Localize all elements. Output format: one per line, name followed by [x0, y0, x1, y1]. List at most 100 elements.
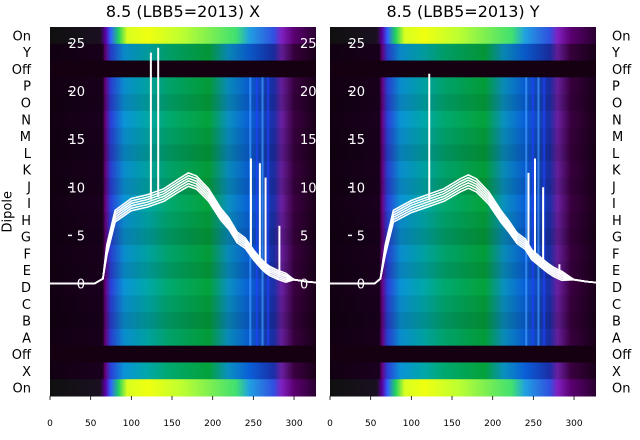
x-tick-label: 150 — [163, 419, 180, 429]
overlay-tick-label: 15 — [348, 133, 365, 148]
row-shade — [330, 245, 596, 263]
row-tick-label: N — [612, 113, 622, 128]
row-tick-label: J — [611, 180, 616, 195]
row-tick-label: B — [22, 315, 31, 330]
heatmap-row — [50, 27, 316, 45]
heatmap-row — [330, 110, 596, 129]
row-tick-label: K — [612, 164, 621, 179]
row-tick-label: H — [21, 214, 31, 229]
overlay-tick-label-right: 0 — [300, 278, 308, 293]
row-tick-label: Off — [12, 348, 32, 363]
heatmap-streak — [537, 77, 540, 346]
row-tick-label: I — [27, 197, 31, 212]
row-shade — [330, 43, 596, 62]
row-tick-label: I — [612, 197, 616, 212]
overlay-tick-label: 25 — [68, 37, 85, 52]
row-tick-label: Off — [612, 348, 632, 363]
heatmap-row — [330, 144, 596, 162]
panel-title-x: 8.5 (LBB5=2013) X — [105, 2, 261, 21]
panel-title-y: 8.5 (LBB5=2013) Y — [386, 2, 540, 21]
row-shade — [330, 211, 596, 229]
row-tick-label: X — [612, 365, 621, 380]
row-shade — [50, 94, 316, 112]
row-tick-label: Off — [612, 63, 632, 78]
row-shade — [50, 312, 316, 330]
row-shade — [50, 77, 316, 95]
heatmap-row — [330, 60, 596, 78]
row-tick-label: X — [22, 365, 31, 380]
heatmap-row — [330, 362, 596, 380]
heatmap-row — [50, 60, 316, 78]
heatmap-row — [330, 228, 596, 246]
row-tick-label: E — [23, 264, 31, 279]
row-tick-label: C — [612, 298, 621, 313]
row-shade — [50, 279, 316, 296]
row-tick-label: Y — [611, 46, 620, 61]
overlay-tick-label: 10 — [68, 181, 85, 196]
row-tick-label: F — [612, 247, 619, 262]
row-shade — [330, 228, 596, 246]
overlay-tick-label: 0 — [77, 278, 85, 293]
heatmap-row — [330, 379, 596, 397]
row-tick-label: O — [21, 96, 31, 111]
row-shade — [330, 295, 596, 313]
row-shade — [330, 177, 596, 196]
row-tick-label: J — [26, 180, 31, 195]
row-shade — [330, 279, 596, 296]
row-shade — [50, 43, 316, 62]
heatmap-row — [330, 295, 596, 313]
heatmap-row — [330, 27, 596, 45]
row-tick-label: L — [24, 147, 32, 162]
row-tick-label: Off — [12, 63, 32, 78]
overlay-tick-label: 15 — [68, 133, 85, 148]
heatmap-row — [330, 127, 596, 145]
overlay-tick-label-right: 15 — [300, 133, 317, 148]
x-tick-label: 150 — [443, 419, 460, 429]
heatmap-streak — [531, 77, 534, 346]
heatmap-row — [50, 43, 316, 62]
row-tick-label: O — [612, 96, 622, 111]
row-shade — [50, 127, 316, 145]
overlay-profile-line — [50, 185, 316, 285]
heatmap-row — [330, 328, 596, 347]
overlay-tick-label-right: 10 — [300, 181, 317, 196]
row-tick-label: D — [21, 281, 31, 296]
overlay-tick-label: 0 — [357, 278, 365, 293]
row-shade — [50, 144, 316, 162]
overlay-tick-label: 20 — [68, 85, 85, 100]
row-tick-label: E — [612, 264, 620, 279]
heatmap-row — [330, 94, 596, 112]
overlay-tick-label: 10 — [348, 181, 365, 196]
row-tick-label: P — [612, 80, 620, 95]
heatmap-row — [330, 43, 596, 62]
row-shade — [50, 295, 316, 313]
row-tick-label: C — [22, 298, 31, 313]
x-tick-label: 200 — [484, 419, 501, 429]
overlay-profile-line — [50, 177, 316, 285]
overlay-tick-label-right: 20 — [300, 85, 317, 100]
row-tick-label: On — [13, 382, 31, 397]
row-tick-label: H — [612, 214, 622, 229]
heatmap-streak — [255, 77, 258, 346]
row-tick-label: M — [612, 130, 623, 145]
x-tick-label: 200 — [204, 419, 221, 429]
x-tick-label: 0 — [327, 419, 333, 429]
row-shade — [330, 111, 596, 128]
row-shade — [50, 362, 316, 379]
x-tick-label: 250 — [245, 419, 262, 429]
row-shade — [330, 94, 596, 112]
x-tick-label: 300 — [565, 419, 582, 429]
row-tick-label: B — [612, 315, 621, 330]
heatmap-row — [330, 77, 596, 95]
row-shade — [50, 195, 316, 212]
overlay-tick-label: 5 — [77, 229, 85, 244]
overlay-tick-label: 25 — [348, 37, 365, 52]
overlay-profile-line — [330, 174, 596, 285]
heatmap-streak — [267, 77, 270, 346]
heatmap-row — [330, 194, 596, 212]
x-tick-label: 0 — [47, 419, 53, 429]
row-shade — [50, 228, 316, 246]
row-shade — [330, 144, 596, 162]
row-shade — [330, 261, 596, 280]
